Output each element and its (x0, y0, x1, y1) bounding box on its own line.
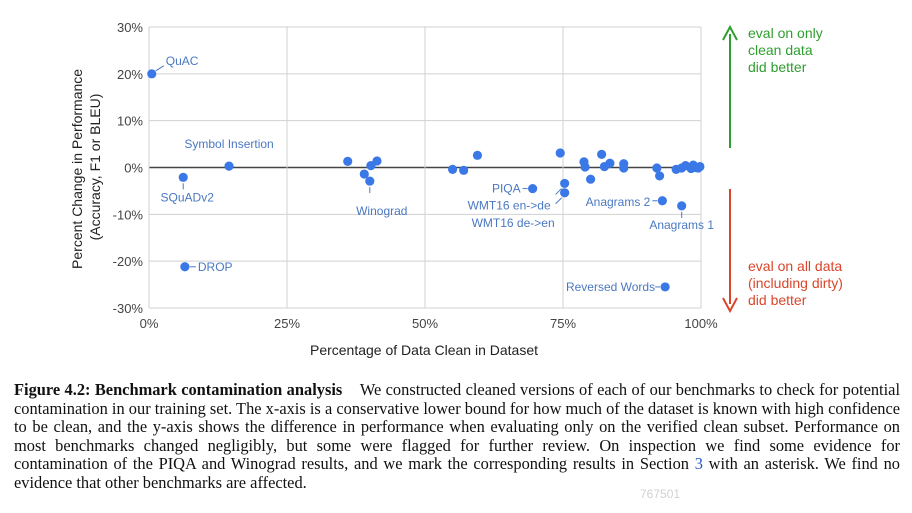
data-point-wmt16-en-de (560, 178, 570, 189)
data-point (555, 148, 565, 158)
point-label: Symbol Insertion (184, 137, 273, 151)
x-tick-label: 100% (684, 316, 718, 331)
data-point-piqa (528, 183, 538, 194)
y-tick-label: 0% (124, 161, 143, 176)
top-annotation-line-2: clean data (748, 42, 813, 58)
top-annotation-line-1: eval on only (748, 25, 823, 41)
y-axis-label-line-2: (Accuracy, F1 or BLEU) (87, 94, 103, 241)
bottom-annotation-line-3: did better (748, 292, 807, 308)
data-point-wmt16-de-en (560, 188, 570, 198)
data-point (372, 156, 382, 166)
top-annotation-text: eval on only clean data did better (748, 25, 827, 75)
y-tick-label: -30% (113, 301, 144, 316)
y-tick-label: 10% (117, 114, 143, 129)
axis-ticks: 30%20%10%0%-10%-20%-30%0% 25% 50% 75% 100% (113, 20, 718, 331)
leader-line (555, 188, 563, 195)
up-arrow-icon (722, 24, 738, 41)
data-point-drop (180, 262, 190, 272)
x-tick-label: 75% (550, 316, 576, 331)
data-point (619, 163, 629, 173)
data-point-symbol-insertion (224, 161, 234, 171)
section-link[interactable]: 3 (694, 454, 703, 474)
x-axis-label: Percentage of Data Clean in Dataset (310, 342, 538, 358)
point-label: WMT16 de->en (472, 216, 555, 230)
data-point (655, 171, 665, 181)
grid (148, 26, 702, 309)
leader-line (555, 197, 563, 205)
data-point (472, 150, 483, 160)
point-label: PIQA (492, 182, 521, 196)
x-tick-label: 0% (140, 316, 159, 331)
y-tick-label: 20% (117, 67, 143, 82)
scatter-chart: 30%20%10%0%-10%-20%-30%0% 25% 50% 75% 100% Q… (69, 20, 847, 358)
data-points (147, 69, 705, 292)
data-point-quac (147, 69, 157, 79)
data-point (343, 156, 353, 167)
data-point (459, 165, 469, 175)
data-point-anagrams-2 (657, 196, 667, 206)
data-point-anagrams-1 (677, 201, 687, 211)
y-tick-label: -10% (113, 207, 144, 222)
data-point (448, 164, 458, 174)
point-label: Winograd (356, 204, 407, 218)
caption-title: Figure 4.2: Benchmark contamination anal… (14, 380, 343, 399)
point-label: Reversed Words (566, 280, 655, 294)
data-point-winograd (365, 176, 375, 186)
top-annotation-line-3: did better (748, 59, 807, 75)
data-point-reversed-words (660, 282, 670, 292)
data-point (605, 158, 615, 168)
data-point (695, 161, 705, 172)
y-axis-label: Percent Change in Performance (Accuracy,… (69, 65, 103, 269)
bottom-annotation: eval on all data (including dirty) did b… (722, 189, 847, 314)
x-tick-label: 50% (412, 316, 438, 331)
data-point (652, 163, 662, 173)
caption-text-end: with an asterisk. We find no evidence th… (14, 454, 900, 492)
bottom-annotation-line-1: eval on all data (748, 258, 842, 274)
watermark: 767501 (640, 487, 681, 501)
point-label: QuAC (166, 54, 199, 68)
point-labels: QuAC Symbol Insertion SQuADv2 DROP Winograd P… (155, 54, 714, 294)
data-point (597, 149, 607, 159)
point-label: SQuADv2 (161, 190, 215, 204)
x-tick-label: 25% (274, 316, 300, 331)
point-label: Anagrams 1 (649, 218, 714, 232)
leader-line (155, 65, 165, 72)
down-arrow-icon (722, 297, 738, 314)
point-label: DROP (198, 260, 233, 274)
data-point (580, 162, 590, 172)
data-point (359, 169, 369, 179)
top-annotation: eval on only clean data did better (722, 24, 827, 148)
figure-caption: Figure 4.2: Benchmark contamination anal… (14, 380, 900, 493)
point-label: WMT16 en->de (468, 198, 551, 212)
data-point (586, 174, 596, 184)
bottom-annotation-line-2: (including dirty) (748, 275, 843, 291)
y-axis-label-line-1: Percent Change in Performance (69, 69, 85, 269)
caption-text: We constructed cleaned versions of each … (14, 380, 900, 474)
data-point-squadv2 (178, 172, 188, 182)
bottom-annotation-text: eval on all data (including dirty) did b… (748, 258, 847, 308)
y-tick-label: -20% (113, 254, 144, 269)
y-tick-label: 30% (117, 20, 143, 35)
point-label: Anagrams 2 (586, 195, 651, 209)
